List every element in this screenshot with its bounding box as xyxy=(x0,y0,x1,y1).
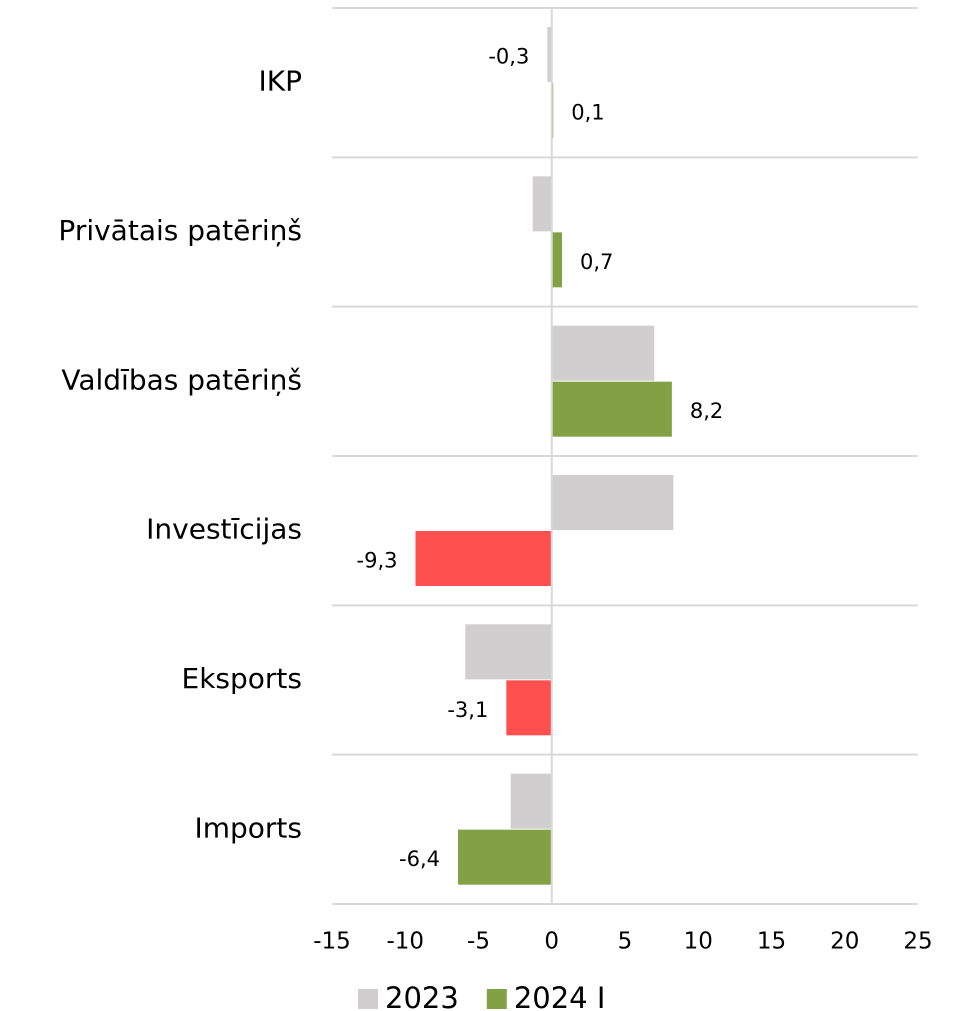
category-label: Investīcijas xyxy=(146,513,302,546)
x-tick-label: 15 xyxy=(757,929,786,955)
data-label: 0,7 xyxy=(580,250,613,274)
bar xyxy=(551,232,563,288)
x-tick-label: -5 xyxy=(467,929,490,955)
bar xyxy=(506,680,552,736)
category-label: Eksports xyxy=(182,662,302,695)
bar xyxy=(551,475,674,530)
x-tick-label: 0 xyxy=(544,929,559,955)
data-label: -6,4 xyxy=(399,847,440,871)
data-label: -3,1 xyxy=(447,698,488,722)
data-label: -0,3 xyxy=(488,45,529,69)
bar xyxy=(551,325,655,381)
x-tick-label: 10 xyxy=(684,929,713,955)
x-tick-label: 25 xyxy=(903,929,932,955)
x-tick-label: 20 xyxy=(830,929,859,955)
category-label: Privātais patēriņš xyxy=(58,214,302,247)
bar xyxy=(547,27,552,82)
bar xyxy=(551,381,672,437)
category-label: Valdības patēriņš xyxy=(61,363,302,396)
category-label: IKP xyxy=(258,65,302,98)
bar xyxy=(465,624,552,680)
legend-swatch xyxy=(358,989,378,1009)
legend-label: 2024 I xyxy=(514,981,606,1011)
legend-label: 2023 xyxy=(385,981,459,1011)
x-tick-label: -10 xyxy=(386,929,424,955)
x-tick-label: 5 xyxy=(618,929,633,955)
bar xyxy=(510,773,552,829)
bar xyxy=(457,829,552,885)
legend-swatch xyxy=(486,989,507,1009)
data-label: 8,2 xyxy=(690,399,723,423)
data-label: -9,3 xyxy=(357,549,398,573)
bar xyxy=(415,531,552,586)
data-label: 0,1 xyxy=(571,101,604,125)
x-tick-label: -15 xyxy=(313,929,351,955)
bar xyxy=(532,176,552,232)
category-label: Imports xyxy=(194,811,302,844)
